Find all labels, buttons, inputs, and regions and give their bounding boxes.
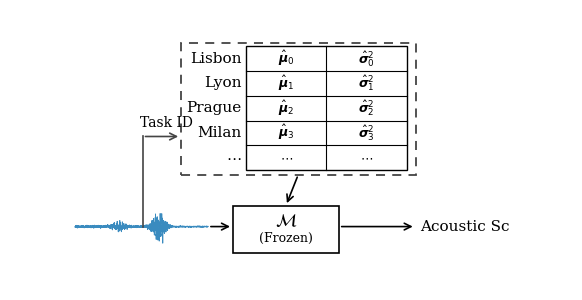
Text: $\hat{\boldsymbol{\sigma}}_1^2$: $\hat{\boldsymbol{\sigma}}_1^2$ [358, 74, 375, 93]
Text: $\hat{\boldsymbol{\sigma}}_2^2$: $\hat{\boldsymbol{\sigma}}_2^2$ [359, 98, 375, 118]
Text: $\cdots$: $\cdots$ [280, 151, 293, 164]
Text: $\hat{\boldsymbol{\mu}}_0$: $\hat{\boldsymbol{\mu}}_0$ [278, 49, 294, 68]
Text: Task ID: Task ID [140, 116, 193, 130]
FancyBboxPatch shape [181, 43, 416, 175]
FancyBboxPatch shape [233, 206, 339, 253]
Text: $\hat{\boldsymbol{\mu}}_2$: $\hat{\boldsymbol{\mu}}_2$ [278, 99, 294, 118]
Text: $\hat{\boldsymbol{\sigma}}_0^2$: $\hat{\boldsymbol{\sigma}}_0^2$ [358, 49, 375, 68]
Text: Milan: Milan [198, 126, 242, 140]
Text: $\hat{\boldsymbol{\sigma}}_3^2$: $\hat{\boldsymbol{\sigma}}_3^2$ [358, 123, 375, 143]
Text: $\hat{\boldsymbol{\mu}}_1$: $\hat{\boldsymbol{\mu}}_1$ [278, 74, 294, 93]
Text: $\cdots$: $\cdots$ [226, 151, 242, 165]
Text: Prague: Prague [187, 101, 242, 115]
Text: Lyon: Lyon [204, 76, 242, 91]
Text: (Frozen): (Frozen) [259, 232, 313, 245]
FancyBboxPatch shape [246, 46, 406, 170]
Text: $\mathcal{M}$: $\mathcal{M}$ [275, 212, 297, 230]
Text: Lisbon: Lisbon [190, 52, 242, 66]
Text: $\hat{\boldsymbol{\mu}}_3$: $\hat{\boldsymbol{\mu}}_3$ [278, 123, 294, 142]
Text: $\cdots$: $\cdots$ [360, 151, 373, 164]
Text: Acoustic Sc: Acoustic Sc [420, 220, 510, 234]
